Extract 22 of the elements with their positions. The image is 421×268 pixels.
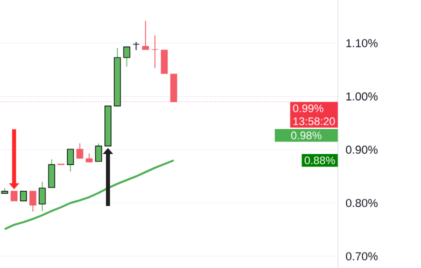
candlestick <box>142 20 149 50</box>
candlestick <box>132 42 140 51</box>
annotation: 0.88% <box>304 156 335 164</box>
candlestick <box>38 181 46 212</box>
candlestick <box>66 148 74 172</box>
candlestick <box>48 158 56 188</box>
candlestick <box>29 190 36 212</box>
y-tick-label: 0.80% <box>346 198 378 208</box>
annotation: 13:58:20 <box>293 117 335 126</box>
ref-line-label: 0.99% <box>293 104 324 112</box>
y-tick-label: 1.10% <box>346 39 378 48</box>
candlestick <box>10 190 18 202</box>
candlestick <box>20 190 27 202</box>
y-tick-label: 0.90% <box>346 146 378 154</box>
candlestick <box>76 142 84 159</box>
y-tick-label: 1.00% <box>346 92 378 100</box>
candlestick <box>95 142 102 162</box>
candlestick <box>160 50 168 74</box>
candlestick <box>123 46 130 68</box>
candlestick <box>151 34 158 69</box>
y-tick-label: 0.70% <box>346 252 378 260</box>
annotation: 0.98% <box>291 132 322 140</box>
